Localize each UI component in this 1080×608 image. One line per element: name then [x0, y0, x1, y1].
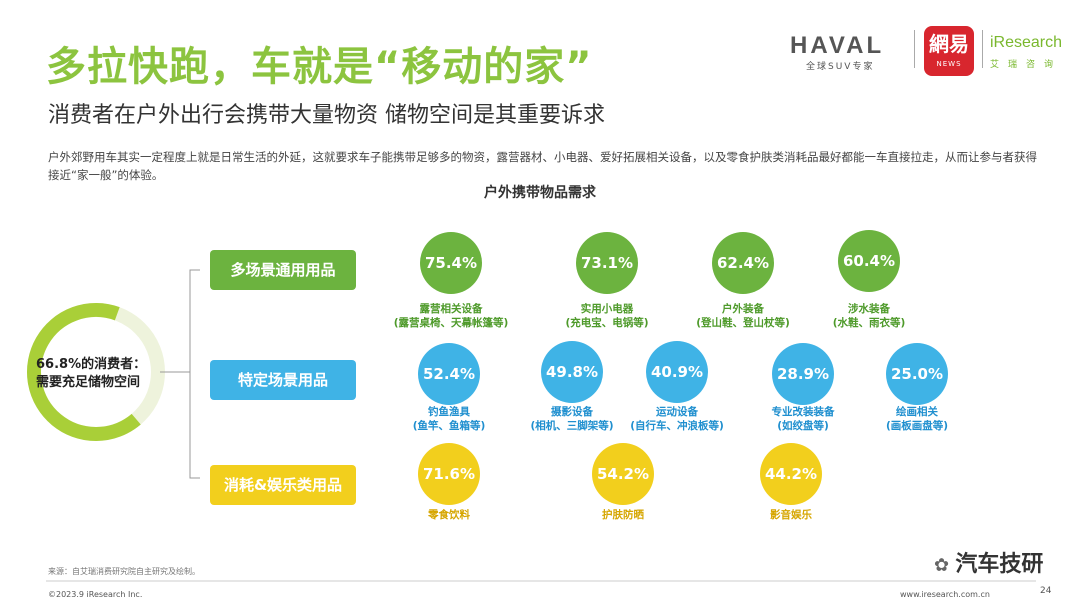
item-detail: (露营桌椅、天幕帐篷等): [393, 317, 509, 329]
item-name: 影音娱乐: [770, 509, 812, 521]
item-circle: 71.6%: [418, 443, 480, 505]
logo-divider: [914, 30, 915, 68]
footer-divider: [46, 580, 1036, 582]
item-label: 运动设备 (自行车、冲浪板等): [617, 405, 737, 433]
netease-logo: 網易 NEWS: [924, 26, 974, 76]
item-circle: 73.1%: [576, 232, 638, 294]
item-circle: 54.2%: [592, 443, 654, 505]
ring-label-line1: 66.8%的消费者：: [36, 357, 147, 372]
item-circle: 75.4%: [420, 232, 482, 294]
item-label: 护肤防晒: [563, 508, 683, 522]
chart-title: 户外携带物品需求: [484, 185, 596, 201]
item-detail: (自行车、冲浪板等): [630, 420, 724, 432]
item-label: 钓鱼渔具 (鱼竿、鱼箱等): [389, 405, 509, 433]
bracket-lines: [160, 269, 200, 479]
page-title: 多拉快跑，车就是“移动的家”: [46, 44, 593, 90]
item-label: 户外装备 (登山鞋、登山杖等): [673, 302, 813, 330]
item-label: 绘画相关 (画板画盘等): [857, 405, 977, 433]
item-name: 绘画相关: [896, 406, 938, 418]
item-detail: (登山鞋、登山杖等): [696, 317, 790, 329]
iresearch-logo: iResearch: [990, 34, 1063, 51]
page-subtitle: 消费者在户外出行会携带大量物资 储物空间是其重要诉求: [48, 103, 605, 128]
netease-logo-text: 網易: [929, 32, 969, 56]
item-label: 影音娱乐: [731, 508, 851, 522]
item-name: 钓鱼渔具: [428, 406, 470, 418]
item-circle: 62.4%: [712, 232, 774, 294]
wechat-icon: ✿: [934, 555, 956, 576]
item-detail: (鱼竿、鱼箱等): [412, 420, 486, 432]
item-name: 摄影设备: [551, 406, 593, 418]
item-detail: (水鞋、雨衣等): [832, 317, 906, 329]
item-label: 露营相关设备 (露营桌椅、天幕帐篷等): [381, 302, 521, 330]
item-name: 实用小电器: [580, 303, 634, 315]
item-circle: 25.0%: [886, 343, 948, 405]
item-detail: (如绞盘等): [777, 420, 829, 432]
item-detail: (相机、三脚架等): [530, 420, 614, 432]
item-name: 护肤防晒: [602, 509, 644, 521]
item-name: 专业改装装备: [771, 406, 835, 418]
watermark-text: 汽车技研: [955, 552, 1044, 577]
ring-progress-arc: [27, 303, 141, 441]
item-circle: 28.9%: [772, 343, 834, 405]
haval-slogan: 全球SUV专家: [806, 62, 875, 72]
category-consumable: 消耗&娱乐类用品: [210, 465, 356, 505]
item-label: 专业改装装备 (如绞盘等): [743, 405, 863, 433]
copyright: ©2023.9 iResearch Inc.: [48, 590, 143, 599]
item-label: 涉水装备 (水鞋、雨衣等): [799, 302, 939, 330]
iresearch-logo-sub: 艾瑞咨询: [990, 60, 1063, 70]
item-name: 零食饮料: [428, 509, 470, 521]
intro-paragraph: 户外郊野用车其实一定程度上就是日常生活的外延，这就要求车子能携带足够多的物资，露…: [48, 150, 1037, 182]
item-circle: 44.2%: [760, 443, 822, 505]
category-specific: 特定场景用品: [210, 360, 356, 400]
netease-logo-sub: NEWS: [936, 60, 962, 68]
ring-label: 66.8%的消费者： 需要充足储物空间: [36, 356, 156, 392]
item-label: 摄影设备 (相机、三脚架等): [512, 405, 632, 433]
source-note: 来源：自艾瑞消费研究院自主研究及绘制。: [48, 567, 200, 576]
logo-divider: [982, 30, 983, 68]
item-name: 户外装备: [722, 303, 764, 315]
item-name: 涉水装备: [848, 303, 890, 315]
item-circle: 49.8%: [541, 341, 603, 403]
item-circle: 52.4%: [418, 343, 480, 405]
category-general: 多场景通用用品: [210, 250, 356, 290]
page-number: 24: [1040, 586, 1052, 596]
item-label: 零食饮料: [389, 508, 509, 522]
item-circle: 40.9%: [646, 341, 708, 403]
item-label: 实用小电器 (充电宝、电锅等): [537, 302, 677, 330]
wechat-watermark: ✿ 汽车技研: [934, 546, 1043, 578]
item-name: 运动设备: [656, 406, 698, 418]
item-detail: (充电宝、电锅等): [565, 317, 649, 329]
item-detail: (画板画盘等): [885, 420, 949, 432]
ring-label-line2: 需要充足储物空间: [36, 375, 141, 390]
item-circle: 60.4%: [838, 230, 900, 292]
footer-url: www.iresearch.com.cn: [900, 590, 990, 599]
haval-logo: HAVAL: [790, 32, 885, 59]
item-name: 露营相关设备: [419, 303, 483, 315]
